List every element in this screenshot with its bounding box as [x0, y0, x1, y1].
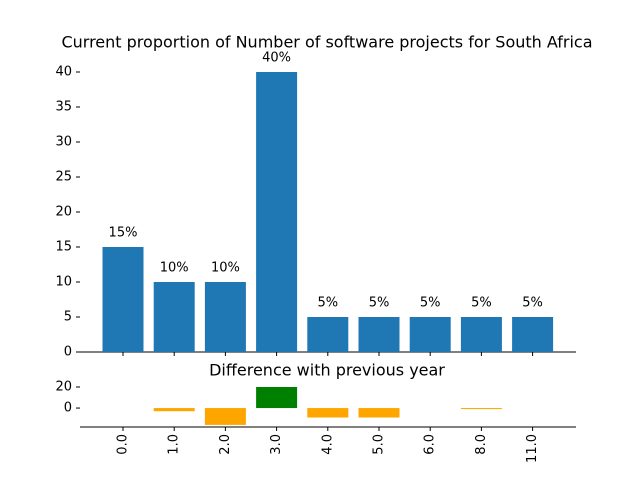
y-tick-label: 40	[55, 65, 72, 80]
value-label: 5%	[522, 296, 543, 311]
bar	[153, 282, 195, 352]
bar	[409, 317, 451, 352]
bar	[307, 408, 349, 418]
bar	[358, 408, 400, 418]
y-tick-label: 20	[55, 380, 72, 395]
x-tick-label: 8.0	[474, 434, 489, 455]
y-tick-label: 0	[64, 345, 72, 360]
x-tick-label: 3.0	[269, 434, 284, 455]
value-label: 10%	[160, 261, 189, 276]
bar	[204, 408, 246, 425]
y-tick-label: 0	[64, 401, 72, 416]
value-label: 15%	[109, 226, 138, 241]
y-tick-label: 25	[55, 170, 72, 185]
chart-title: Current proportion of Number of software…	[61, 33, 592, 52]
bar	[153, 408, 195, 412]
bar	[102, 247, 144, 352]
value-label: 40%	[262, 51, 291, 66]
y-tick-label: 20	[55, 205, 72, 220]
bar	[460, 408, 502, 410]
y-tick-label: 30	[55, 135, 72, 150]
y-tick-label: 10	[55, 275, 72, 290]
value-label: 5%	[471, 296, 492, 311]
bar	[460, 317, 502, 352]
chart-title: Difference with previous year	[209, 361, 445, 380]
bar	[256, 387, 298, 409]
x-tick-label: 6.0	[423, 434, 438, 455]
bar	[307, 317, 349, 352]
x-tick-label: 0.0	[116, 434, 131, 455]
x-tick-label: 5.0	[372, 434, 387, 455]
x-tick-label: 11.0	[525, 434, 540, 463]
value-label: 5%	[369, 296, 390, 311]
x-tick-label: 2.0	[218, 434, 233, 455]
x-tick-label: 1.0	[167, 434, 182, 455]
value-label: 5%	[420, 296, 441, 311]
y-tick-label: 5	[64, 310, 72, 325]
bar	[512, 317, 554, 352]
bar	[204, 282, 246, 352]
bar	[256, 72, 298, 352]
value-label: 5%	[317, 296, 338, 311]
value-label: 10%	[211, 261, 240, 276]
bar	[358, 317, 400, 352]
y-tick-label: 15	[55, 240, 72, 255]
y-tick-label: 35	[55, 100, 72, 115]
x-tick-label: 4.0	[320, 434, 335, 455]
